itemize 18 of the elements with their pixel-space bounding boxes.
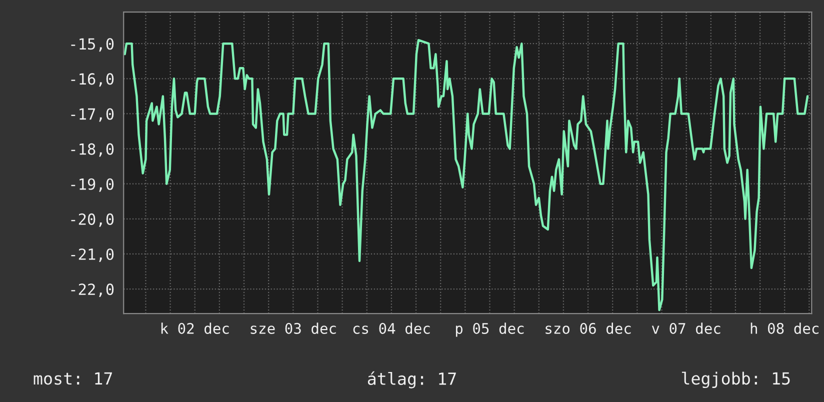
x-tick-label: sze 03 dec: [250, 322, 336, 334]
y-tick-label: -18,0: [71, 143, 114, 157]
text: most: 17: [34, 372, 112, 385]
x-tick-label: p 05 dec: [456, 322, 524, 337]
y-tick-label: -20,0: [71, 213, 114, 227]
y-tick-label: -22,0: [71, 284, 114, 298]
y-tick-label: -17,0: [71, 108, 114, 122]
y-tick-label: -15,0: [71, 38, 114, 52]
y-tick-label: -19,0: [71, 178, 114, 192]
y-tick-label: -21,0: [71, 248, 114, 262]
text: legjobb: 15: [682, 372, 790, 388]
x-tick-label: szo 06 dec: [546, 322, 631, 334]
text: átlag: 17: [368, 371, 456, 388]
x-tick-label: h 08 dec: [750, 322, 819, 334]
y-tick-label: -16,0: [71, 73, 114, 87]
x-tick-label: cs 04 dec: [353, 322, 430, 334]
x-tick-label: k 02 dec: [161, 322, 229, 334]
x-tick-label: v 07 dec: [652, 322, 720, 334]
